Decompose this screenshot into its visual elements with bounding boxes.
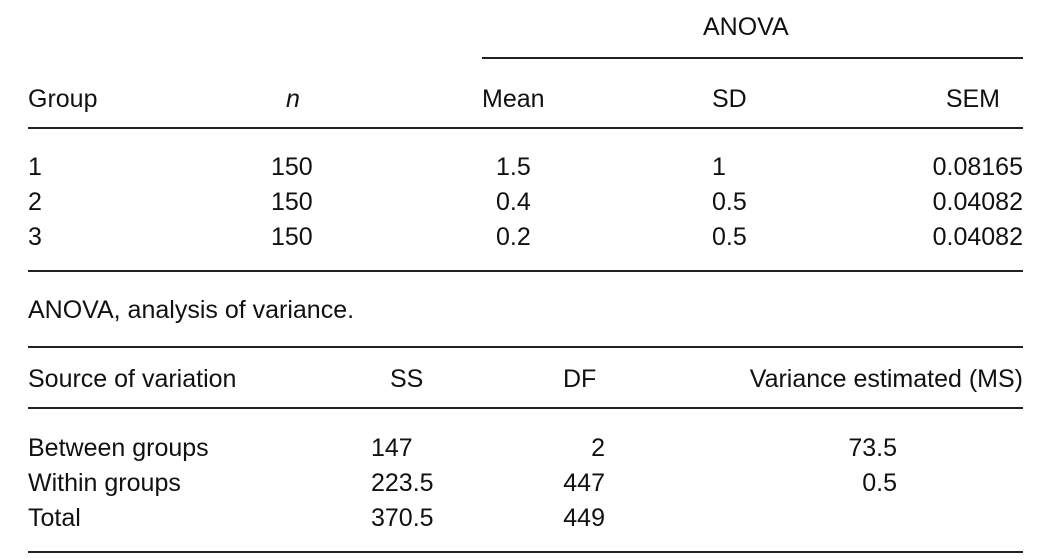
header-mean: Mean [482, 85, 545, 113]
cell-ms: 73.5 [848, 434, 897, 462]
cell-mean: 0.4 [496, 188, 531, 216]
cell-n: 150 [271, 153, 313, 181]
header-n: n [286, 85, 300, 113]
header-sd: SD [712, 85, 747, 113]
table1-header-rule [28, 127, 1023, 129]
cell-ss: 223.5 [371, 469, 434, 497]
table2-top-rule [28, 346, 1023, 348]
table2-bottom-rule [28, 551, 1023, 553]
cell-sd: 1 [712, 153, 726, 181]
cell-source: Total [28, 504, 81, 532]
cell-mean: 0.2 [496, 223, 531, 251]
cell-sem: 0.08165 [932, 153, 1023, 181]
cell-ss: 147 [371, 434, 413, 462]
cell-mean: 1.5 [496, 153, 531, 181]
cell-sem: 0.04082 [932, 188, 1023, 216]
cell-df: 449 [563, 504, 605, 532]
cell-n: 150 [271, 188, 313, 216]
cell-group: 2 [28, 188, 42, 216]
table-footnote: ANOVA, analysis of variance. [28, 296, 355, 324]
cell-ms: 0.5 [862, 469, 897, 497]
header-source: Source of variation [28, 365, 237, 393]
cell-source: Between groups [28, 434, 209, 462]
super-header-rule [482, 57, 1023, 59]
cell-source: Within groups [28, 469, 181, 497]
header-df: DF [563, 365, 597, 393]
cell-n: 150 [271, 223, 313, 251]
header-sem: SEM [945, 85, 1000, 113]
cell-ss: 370.5 [371, 504, 434, 532]
cell-df: 447 [563, 469, 605, 497]
cell-sd: 0.5 [712, 223, 747, 251]
cell-sem: 0.04082 [932, 223, 1023, 251]
table1-bottom-rule [28, 270, 1023, 272]
cell-sd: 0.5 [712, 188, 747, 216]
table2-header-rule [28, 407, 1023, 409]
cell-df: 2 [591, 434, 605, 462]
anova-super-header: ANOVA [703, 13, 789, 41]
cell-group: 3 [28, 223, 42, 251]
cell-group: 1 [28, 153, 42, 181]
header-ms: Variance estimated (MS) [749, 365, 1023, 393]
header-group: Group [28, 85, 98, 113]
header-ss: SS [390, 365, 424, 393]
